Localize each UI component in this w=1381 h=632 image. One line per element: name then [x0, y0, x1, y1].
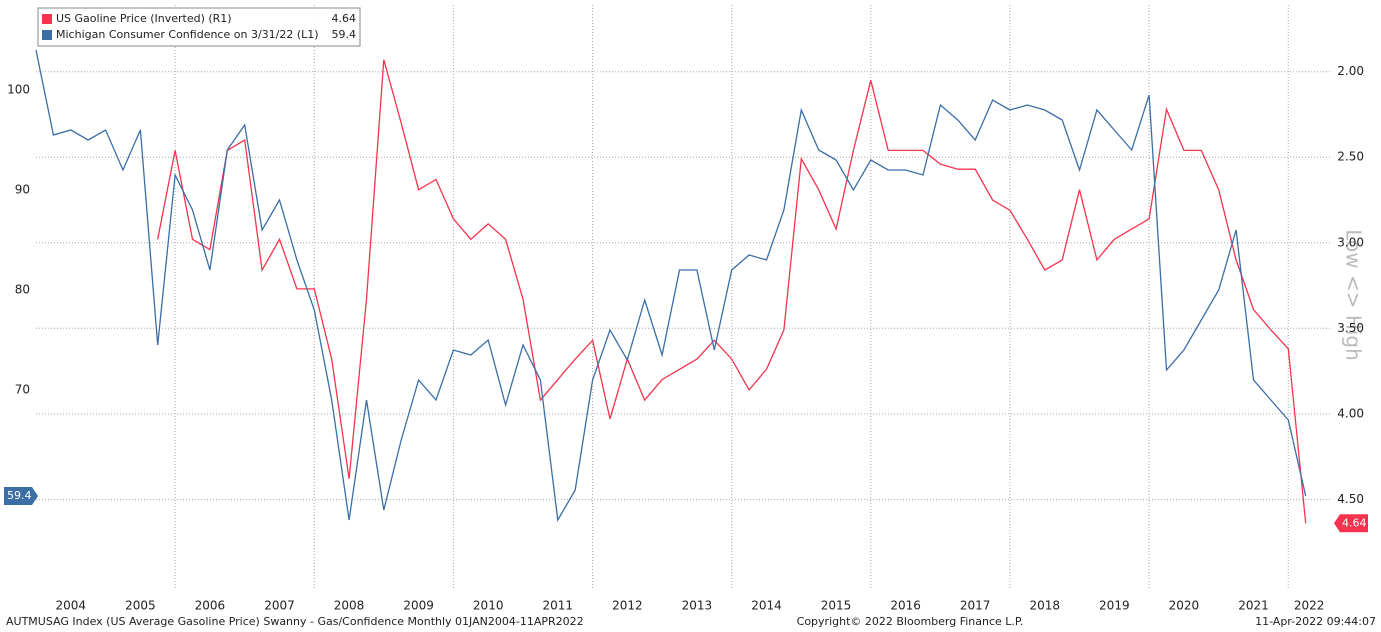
y-tick-label: 100	[7, 83, 30, 97]
y-tick-label: 90	[15, 183, 30, 197]
x-tick-label: 2016	[890, 599, 921, 613]
x-tick-label: 2011	[543, 599, 574, 613]
x-tick-label: 2017	[960, 599, 991, 613]
x-tick-label: 2022	[1294, 599, 1325, 613]
last-value-tag	[1334, 514, 1368, 533]
x-tick-label: 2008	[334, 599, 365, 613]
x-tick-label: 2004	[56, 599, 87, 613]
x-tick-label: 2021	[1238, 599, 1269, 613]
x-tick-label: 2010	[473, 599, 504, 613]
x-tick-label: 2007	[264, 599, 295, 613]
last-value-tag	[4, 487, 38, 505]
y2-tick-label: 3.00	[1337, 235, 1364, 249]
footer-source: AUTMUSAG Index (US Average Gasoline Pric…	[6, 615, 584, 628]
footer-timestamp: 11-Apr-2022 09:44:07	[1255, 615, 1376, 628]
legend-swatch	[42, 30, 52, 40]
y2-tick-label: 2.00	[1337, 64, 1364, 78]
legend-value: 59.4	[332, 28, 357, 41]
legend: US Gaoline Price (Inverted) (R1) 4.64 Mich…	[37, 7, 361, 47]
legend-label: US Gaoline Price (Inverted) (R1)	[56, 12, 232, 25]
x-tick-label: 2012	[612, 599, 643, 613]
legend-value: 4.64	[332, 12, 357, 25]
x-tick-label: 2015	[821, 599, 852, 613]
x-tick-label: 2020	[1169, 599, 1200, 613]
y2-axis-label: Low <> High	[1342, 229, 1366, 361]
x-tick-label: 2006	[195, 599, 226, 613]
legend-label: Michigan Consumer Confidence on 3/31/22 …	[56, 28, 319, 41]
series-line	[35, 49, 1307, 522]
y-tick-label: 70	[15, 383, 30, 397]
y2-tick-label: 2.50	[1337, 150, 1364, 164]
x-tick-label: 2013	[682, 599, 713, 613]
x-tick-label: 2005	[125, 599, 156, 613]
x-tick-label: 2014	[751, 599, 782, 613]
y2-tick-label: 4.50	[1337, 492, 1364, 506]
y2-tick-label: 4.00	[1337, 406, 1364, 420]
last-value-label: 4.64	[1342, 516, 1367, 529]
x-tick-label: 2019	[1099, 599, 1130, 613]
legend-swatch	[42, 14, 52, 24]
y2-tick-label: 3.50	[1337, 321, 1364, 335]
x-tick-label: 2018	[1029, 599, 1060, 613]
last-value-label: 59.4	[7, 489, 32, 502]
footer-copyright: Copyright© 2022 Bloomberg Finance L.P.	[797, 615, 1024, 628]
x-tick-label: 2009	[403, 599, 434, 613]
y-tick-label: 80	[15, 283, 30, 297]
series-line	[157, 59, 1307, 524]
legend-box	[37, 7, 361, 47]
